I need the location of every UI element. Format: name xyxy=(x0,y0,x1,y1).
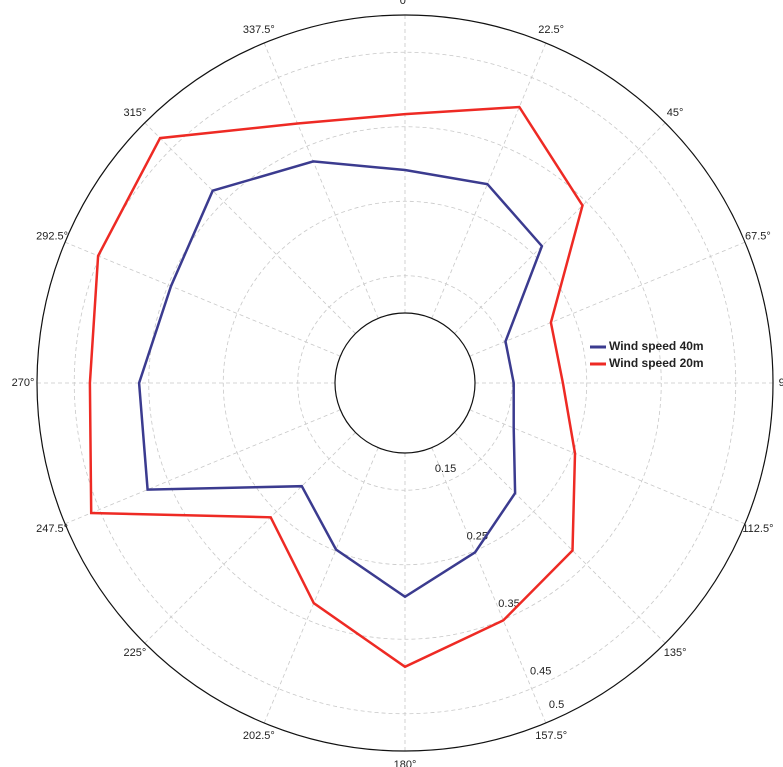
theta-label: 337.5° xyxy=(243,24,275,36)
theta-label: 67.5° xyxy=(745,231,771,243)
inner-circle xyxy=(334,312,476,454)
theta-label: 270° xyxy=(12,377,35,389)
r-tick-label: 0.5 xyxy=(549,699,564,711)
grid-spoke xyxy=(469,241,746,357)
r-tick-label: 0.15 xyxy=(435,463,456,475)
grid-spoke xyxy=(431,447,547,724)
grid-spoke xyxy=(469,409,746,525)
grid-spoke xyxy=(144,122,356,334)
grid-spoke xyxy=(64,409,341,525)
r-tick-label: 0.35 xyxy=(498,598,519,610)
theta-label: 292.5° xyxy=(36,231,68,243)
theta-label: 0° xyxy=(400,0,411,7)
theta-label: 225° xyxy=(124,647,147,659)
theta-label: 202.5° xyxy=(243,730,275,742)
series-line xyxy=(137,160,544,599)
grid-spoke xyxy=(454,122,666,334)
grid-spoke xyxy=(431,42,547,319)
theta-label: 157.5° xyxy=(535,730,567,742)
theta-label: 90° xyxy=(779,377,783,389)
theta-label: 180° xyxy=(394,759,417,767)
grid-spoke xyxy=(263,447,379,724)
legend-text: Wind speed 20m xyxy=(609,356,704,370)
theta-label: 22.5° xyxy=(538,24,564,36)
legend-text: Wind speed 40m xyxy=(609,339,704,353)
grid-spoke xyxy=(263,42,379,319)
theta-label: 247.5° xyxy=(36,523,68,535)
grid-spoke xyxy=(454,432,666,644)
theta-label: 45° xyxy=(667,107,684,119)
grid-spoke xyxy=(64,241,341,357)
series-line xyxy=(88,105,584,669)
theta-label: 112.5° xyxy=(742,523,773,535)
r-tick-label: 0.45 xyxy=(530,665,551,677)
grid-circle xyxy=(222,200,588,566)
outer-circle xyxy=(36,14,774,752)
theta-label: 135° xyxy=(664,647,687,659)
grid-circle xyxy=(148,126,662,640)
grid-spoke xyxy=(144,432,356,644)
theta-label: 315° xyxy=(124,107,147,119)
